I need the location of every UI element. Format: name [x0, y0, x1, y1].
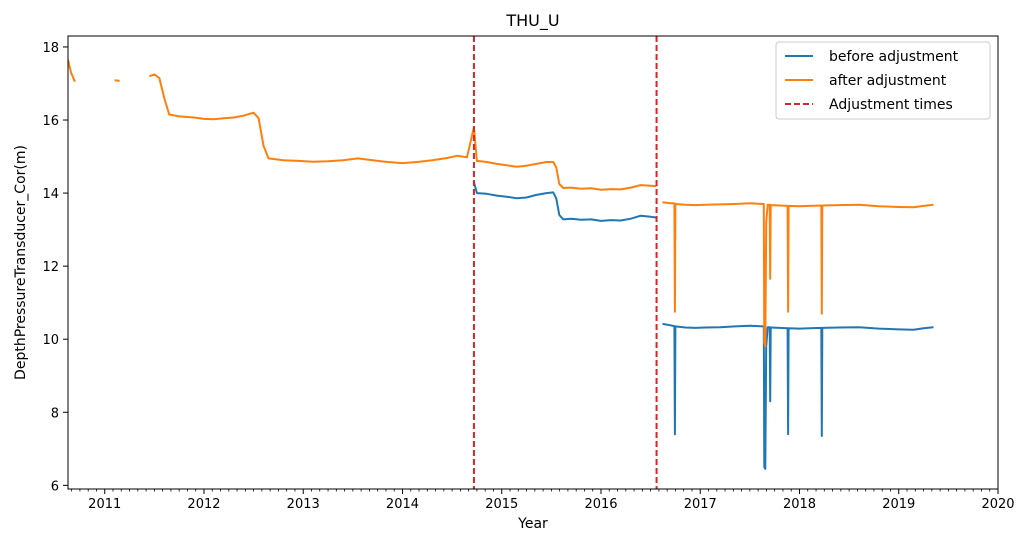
- x-tick-label: 2018: [783, 497, 816, 512]
- y-axis: 6 8 10 12 14 16 18: [42, 41, 68, 494]
- x-tick-label: 2020: [981, 497, 1014, 512]
- legend-label: after adjustment: [829, 73, 947, 89]
- plot-frame: [67, 35, 999, 490]
- x-tick-label: 2014: [386, 497, 419, 512]
- x-tick-label: 2019: [882, 497, 915, 512]
- x-tick-label: 2012: [187, 497, 220, 512]
- y-axis-label: DepthPressureTransducer_Cor(m): [13, 145, 29, 380]
- chart-title: THU_U: [505, 11, 559, 31]
- series-layer: [68, 59, 934, 470]
- series-before-adjustment: [472, 181, 934, 470]
- legend-label: before adjustment: [829, 49, 959, 65]
- x-tick-label: 2016: [584, 497, 617, 512]
- series-segment: [662, 201, 934, 348]
- adjustment-lines: [472, 36, 658, 489]
- legend-label: Adjustment times: [829, 97, 953, 113]
- x-axis-label: Year: [517, 516, 548, 532]
- series-segment: [149, 73, 657, 191]
- series-after-adjustment: [68, 59, 934, 348]
- legend: before adjustment after adjustment Adjustm…: [775, 41, 991, 120]
- series-segment: [472, 181, 657, 222]
- legend-box: [775, 41, 991, 120]
- x-tick-label: 2013: [287, 497, 320, 512]
- series-segment: [114, 79, 120, 82]
- x-tick-label: 2015: [485, 497, 518, 512]
- x-tick-label: 2011: [88, 497, 121, 512]
- series-segment: [662, 322, 934, 470]
- y-tick-label: 6: [51, 479, 59, 494]
- x-tick-label: 2017: [684, 497, 717, 512]
- x-axis: 2011 2012 2013 2014 2015 2016 2017 2018 2019 2020: [71, 489, 1015, 512]
- series-segment: [68, 59, 76, 83]
- y-tick-label: 14: [42, 187, 59, 202]
- y-tick-label: 16: [42, 114, 59, 129]
- y-tick-label: 10: [42, 333, 59, 348]
- y-tick-label: 12: [42, 260, 59, 275]
- y-tick-label: 18: [42, 41, 59, 56]
- y-tick-label: 8: [51, 406, 59, 421]
